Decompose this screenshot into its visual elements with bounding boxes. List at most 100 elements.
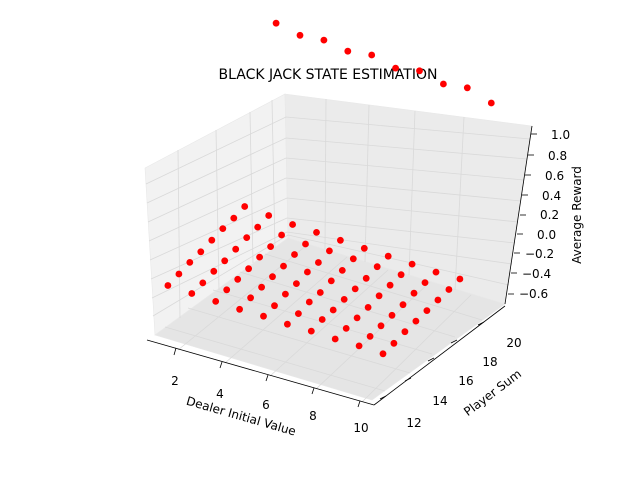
data-point-s3-3 <box>269 273 276 281</box>
x-tick-mark-2 <box>173 347 177 356</box>
data-point-s0-4 <box>260 312 267 320</box>
data-point-s5-3 <box>291 251 298 258</box>
data-point-s4-6 <box>351 285 359 293</box>
data-point-s5-8 <box>410 289 418 297</box>
data-point-s1-0 <box>175 270 183 278</box>
data-point-s2-7 <box>353 314 361 322</box>
grid-floor-y-20 <box>264 253 483 321</box>
data-point-s3-5 <box>316 289 324 296</box>
data-point-s1-4 <box>271 302 278 310</box>
data-point-s1-8 <box>366 333 374 340</box>
data-point-s1-9 <box>390 339 398 347</box>
data-point-s6-5 <box>349 255 357 263</box>
data-point-s7-9 <box>456 275 464 283</box>
x-tick-label-6: 6 <box>262 398 270 412</box>
z-tick-label-0-8: 0.8 <box>548 149 567 163</box>
grid-floor-x-4 <box>224 256 348 364</box>
data-point-s7-7 <box>408 260 416 268</box>
data-point-s6-0 <box>230 214 238 222</box>
data-point-s7-5 <box>360 244 368 252</box>
data-point-s8-2 <box>320 36 328 44</box>
z-tick-label-neg0-6: −0.6 <box>519 287 548 301</box>
chart-title: BLACK JACK STATE ESTIMATION <box>219 67 438 83</box>
data-point-s3-2 <box>245 265 253 273</box>
grid-right-y-18 <box>408 110 416 276</box>
data-point-s0-6 <box>307 327 315 335</box>
data-point-s8-5 <box>392 64 399 72</box>
x-ticks: 2 4 6 8 10 <box>171 347 369 435</box>
z-tick-label-0-4: 0.4 <box>542 189 561 203</box>
grid-floor-x-10 <box>361 294 472 403</box>
x-tick-mark-8 <box>311 387 315 395</box>
data-point-s3-8 <box>388 311 396 319</box>
grid-floor-y-14 <box>187 307 411 374</box>
z-tick-label-0-6: 0.6 <box>545 169 564 183</box>
grid-floor-x-2 <box>177 244 308 351</box>
data-point-s3-0 <box>197 248 205 256</box>
data-point-s1-6 <box>318 316 326 323</box>
data-point-s8-8 <box>463 84 471 92</box>
y-tick-mark-18 <box>450 339 458 344</box>
y-tick-label-14: 14 <box>432 394 447 408</box>
data-point-s5-1 <box>243 234 251 242</box>
data-point-s2-4 <box>282 290 289 298</box>
data-point-s7-6 <box>384 252 392 260</box>
data-point-s8-4 <box>368 51 376 59</box>
data-point-s7-8 <box>432 268 440 276</box>
z-tick-label-neg0-4: −0.4 <box>522 267 551 281</box>
x-tick-label-8: 8 <box>309 409 317 423</box>
data-point-s5-4 <box>315 259 322 266</box>
z-axis-label: Average Reward <box>570 166 584 264</box>
data-point-s4-1 <box>232 245 240 253</box>
y-tick-label-20: 20 <box>506 336 521 350</box>
data-point-s8-1 <box>296 31 304 39</box>
data-point-s3-7 <box>364 304 372 311</box>
data-point-s5-9 <box>434 296 442 304</box>
data-point-s6-8 <box>421 279 429 286</box>
data-point-s5-2 <box>267 243 274 251</box>
y-tick-mark-12 <box>379 395 387 400</box>
x-tick-label-2: 2 <box>171 374 179 388</box>
data-point-s0-1 <box>188 290 196 297</box>
y-ticks: 12 14 16 18 20 <box>379 321 522 430</box>
z-axis-line <box>504 125 533 305</box>
grid-back-x-6 <box>249 111 254 264</box>
data-point-s1-1 <box>199 279 207 287</box>
grid-back-x-2 <box>177 149 181 319</box>
data-point-s6-9 <box>445 286 453 293</box>
data-point-s3-9 <box>412 317 420 325</box>
data-point-s6-2 <box>278 231 285 239</box>
grid-floor-y-18 <box>239 271 456 338</box>
data-point-s6-3 <box>302 240 309 248</box>
grid-z-7 <box>151 231 513 299</box>
z-tick-label-0-2: 0.2 <box>540 208 559 222</box>
data-point-s7-4 <box>337 236 344 244</box>
data-point-s7-0 <box>241 203 249 210</box>
data-point-s2-1 <box>210 267 218 275</box>
data-point-s6-1 <box>254 223 262 231</box>
data-point-s4-9 <box>423 307 431 314</box>
grid-z-6 <box>150 217 516 280</box>
z-tick-label-1-0: 1.0 <box>551 128 570 142</box>
data-point-s0-7 <box>331 335 339 343</box>
grid-z-4 <box>148 177 522 242</box>
data-point-s1-7 <box>342 325 350 332</box>
data-point-s5-0 <box>219 225 227 233</box>
data-point-s6-6 <box>373 263 381 271</box>
data-point-s8-0 <box>272 19 280 27</box>
data-point-s2-0 <box>186 259 194 266</box>
y-tick-mark-20 <box>477 321 485 326</box>
data-point-s8-9 <box>487 99 495 107</box>
data-point-s4-8 <box>399 301 407 309</box>
x-tick-mark-4 <box>219 361 223 369</box>
y-tick-label-18: 18 <box>482 355 497 369</box>
data-point-s4-3 <box>280 262 287 270</box>
data-point-s4-4 <box>304 268 311 276</box>
data-point-s6-7 <box>397 271 405 279</box>
data-point-s0-0 <box>164 282 172 289</box>
data-point-s0-9 <box>379 350 387 358</box>
grid-back-x-4 <box>215 129 220 291</box>
grid-z-2 <box>146 137 528 204</box>
data-point-s6-4 <box>326 247 333 255</box>
z-tick-label-neg0-2: −0.2 <box>525 247 554 261</box>
